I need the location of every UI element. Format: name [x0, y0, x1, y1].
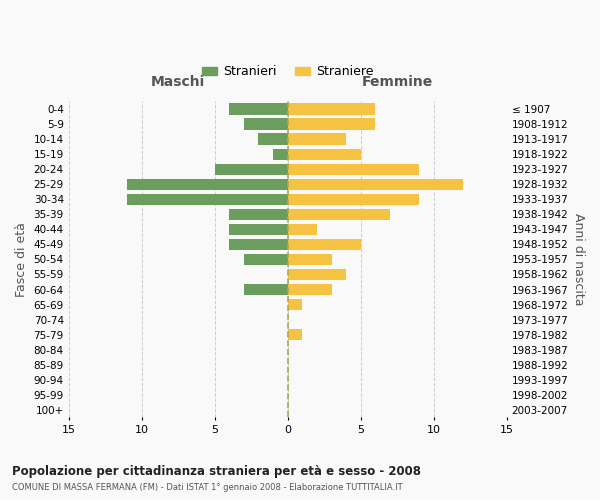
Bar [287, 208, 390, 220]
Y-axis label: Anni di nascita: Anni di nascita [572, 213, 585, 306]
Bar [215, 164, 287, 175]
Bar [287, 254, 331, 265]
Bar [287, 299, 302, 310]
Bar [287, 164, 419, 175]
Y-axis label: Fasce di età: Fasce di età [15, 222, 28, 297]
Bar [273, 148, 287, 160]
Text: Maschi: Maschi [151, 76, 205, 90]
Bar [287, 148, 361, 160]
Text: Popolazione per cittadinanza straniera per età e sesso - 2008: Popolazione per cittadinanza straniera p… [12, 465, 421, 478]
Bar [287, 178, 463, 190]
Bar [287, 224, 317, 235]
Bar [229, 208, 287, 220]
Bar [287, 329, 302, 340]
Bar [244, 284, 287, 295]
Bar [287, 104, 376, 115]
Bar [244, 254, 287, 265]
Bar [259, 134, 287, 144]
Bar [229, 238, 287, 250]
Bar [127, 194, 287, 205]
Legend: Stranieri, Straniere: Stranieri, Straniere [197, 60, 379, 84]
Text: Femmine: Femmine [362, 76, 433, 90]
Bar [287, 269, 346, 280]
Bar [287, 284, 331, 295]
Bar [229, 224, 287, 235]
Bar [287, 134, 346, 144]
Bar [287, 194, 419, 205]
Bar [244, 118, 287, 130]
Bar [229, 104, 287, 115]
Text: COMUNE DI MASSA FERMANA (FM) - Dati ISTAT 1° gennaio 2008 - Elaborazione TUTTITA: COMUNE DI MASSA FERMANA (FM) - Dati ISTA… [12, 482, 403, 492]
Bar [287, 118, 376, 130]
Bar [127, 178, 287, 190]
Bar [287, 238, 361, 250]
